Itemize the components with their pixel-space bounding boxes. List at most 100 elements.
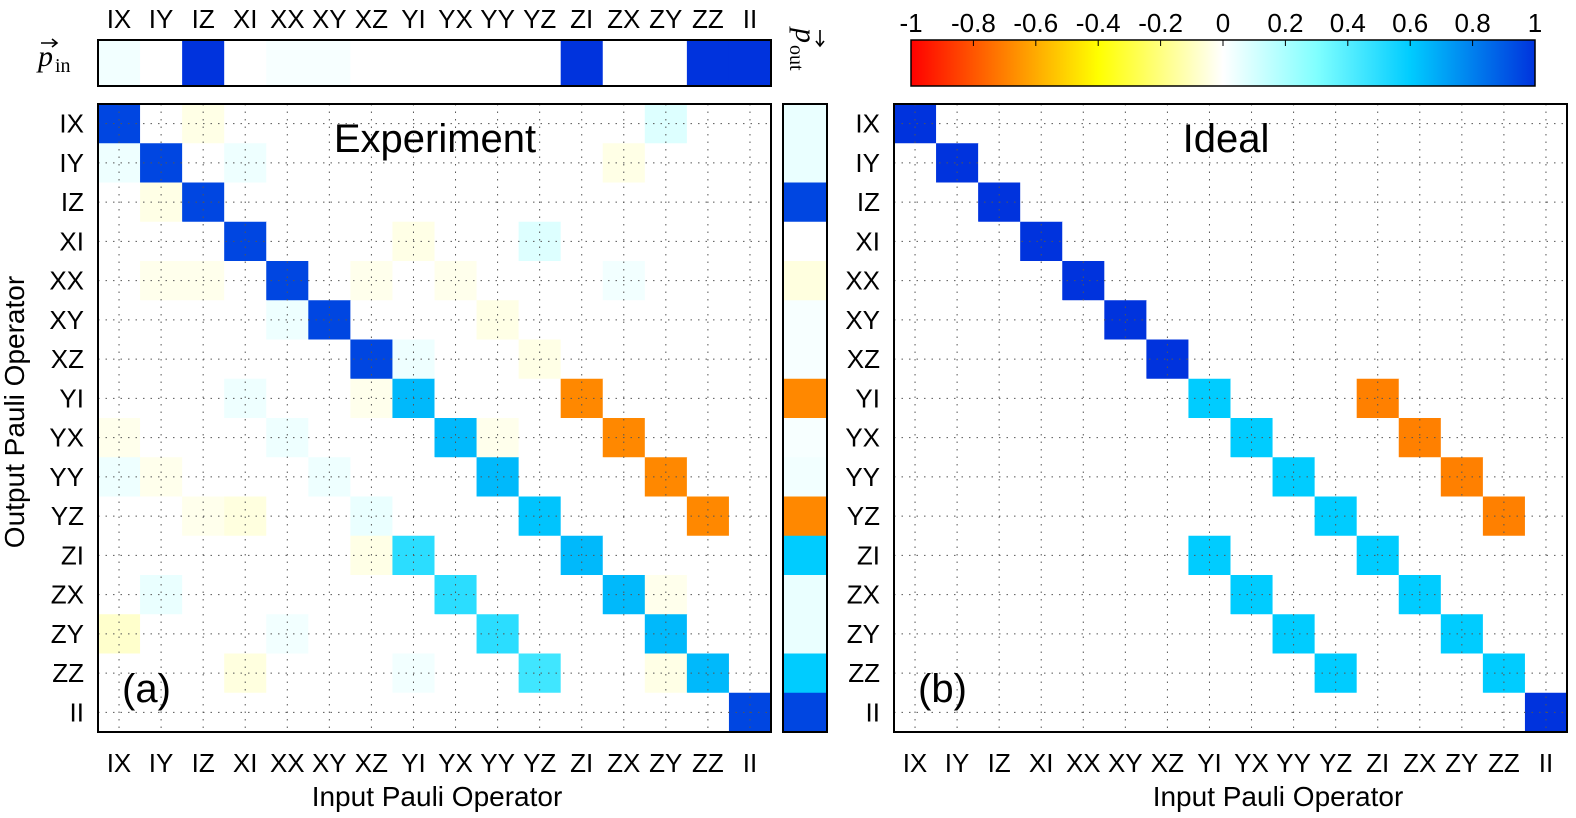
experiment-ytick-ZX: ZX <box>51 580 84 610</box>
panel-experiment-xlabel: Input Pauli Operator <box>312 781 563 812</box>
ideal-cell-ZI-ZY <box>1440 535 1484 576</box>
p-in-cell-YX <box>434 40 478 86</box>
ideal-ytick-ZZ: ZZ <box>848 658 880 688</box>
p-in-tick-IZ: IZ <box>192 4 215 34</box>
ideal-cell-XY-YY <box>1272 300 1316 341</box>
experiment-cell-YY-YY <box>476 457 520 498</box>
experiment-cell-YX-YY <box>476 418 520 458</box>
experiment-cell-YX-YZ <box>518 418 562 458</box>
experiment-cell-ZX-IX <box>98 575 141 615</box>
ideal-cell-XY-ZI <box>1356 300 1400 341</box>
ideal-xtick-YY: YY <box>1276 748 1311 778</box>
ideal-cell-XX-ZZ <box>1482 261 1526 301</box>
ideal-cell-XX-XZ <box>1146 261 1190 301</box>
ideal-cell-IX-YX <box>1230 104 1274 144</box>
p-in-cell-ZY <box>644 40 688 86</box>
experiment-cell-XI-IY <box>140 221 183 262</box>
ideal-cell-YY-XY <box>1104 457 1147 498</box>
experiment-cell-XI-XX <box>266 221 309 262</box>
experiment-cell-YZ-YX <box>434 496 478 537</box>
ideal-cell-XX-XY <box>1104 261 1147 301</box>
ideal-cell-IX-XZ <box>1146 104 1190 144</box>
p-in-tick-ZX: ZX <box>607 4 640 34</box>
p-out-cell-II <box>783 692 827 733</box>
ideal-cell-ZI-ZZ <box>1482 535 1526 576</box>
p-in-cell-ZX <box>602 40 646 86</box>
ideal-cell-YX-IX <box>894 418 937 458</box>
ideal-ytick-XY: XY <box>845 305 880 335</box>
p-out-cell-YI <box>783 378 827 419</box>
ideal-cell-ZX-XY <box>1104 575 1147 615</box>
experiment-xtick-YX: YX <box>438 748 473 778</box>
experiment-cell-ZY-ZY <box>644 614 688 655</box>
p-in-cell-XX <box>266 40 309 86</box>
experiment-cell-XX-IY <box>140 261 183 301</box>
ideal-cell-YZ-XY <box>1104 496 1147 537</box>
experiment-cell-XX-II <box>728 261 772 301</box>
y-axis-label: Output Pauli Operator <box>0 276 30 548</box>
experiment-cell-XX-YY <box>476 261 520 301</box>
ideal-cell-YX-ZZ <box>1482 418 1526 458</box>
experiment-xtick-IY: IY <box>149 748 174 778</box>
ideal-cell-IX-II <box>1524 104 1568 144</box>
experiment-cell-XY-YX <box>434 300 478 341</box>
ideal-cell-YY-YY <box>1272 457 1316 498</box>
p-in-frame <box>97 39 772 87</box>
p-out-arrow <box>815 30 825 48</box>
ideal-cell-XX-ZI <box>1356 261 1400 301</box>
ideal-cell-XI-ZZ <box>1482 221 1526 262</box>
ideal-ytick-YI: YI <box>855 383 880 413</box>
ideal-cell-YX-YY <box>1272 418 1316 458</box>
colorbar-tick-label: 0.8 <box>1455 8 1491 38</box>
ideal-cell-ZI-IY <box>936 535 979 576</box>
p-in-cell-YZ <box>518 40 562 86</box>
panel-experiment-tag: (a) <box>122 667 171 711</box>
experiment-cell-YY-XY <box>308 457 351 498</box>
ideal-cell-XY-XX <box>1062 300 1105 341</box>
experiment-cell-ZX-ZY <box>644 575 688 615</box>
experiment-cell-XY-ZZ <box>686 300 730 341</box>
ideal-cell-XI-IY <box>936 221 979 262</box>
ideal-cell-ZX-YX <box>1230 575 1274 615</box>
ideal-cell-IX-YY <box>1272 104 1316 144</box>
experiment-cell-XY-IX <box>98 300 141 341</box>
ideal-cell-XI-XI <box>1020 221 1063 262</box>
experiment-cell-XI-ZY <box>644 221 688 262</box>
ideal-cell-YX-II <box>1524 418 1568 458</box>
experiment-cell-IX-II <box>728 104 772 144</box>
experiment-cell-ZY-YZ <box>518 614 562 655</box>
experiment-xtick-XX: XX <box>270 748 305 778</box>
panel-ideal-xlabel: Input Pauli Operator <box>1153 781 1404 812</box>
ideal-cell-IX-ZI <box>1356 104 1400 144</box>
experiment-xtick-YZ: YZ <box>523 748 556 778</box>
experiment-cell-ZX-YX <box>434 575 478 615</box>
ideal-cell-XI-ZY <box>1440 221 1484 262</box>
experiment-cell-XI-IX <box>98 221 141 262</box>
ideal-xtick-IY: IY <box>945 748 970 778</box>
p-in-cell-ZI <box>560 40 604 86</box>
experiment-cell-XY-ZY <box>644 300 688 341</box>
experiment-cell-IX-ZI <box>560 104 604 144</box>
ideal-ytick-YX: YX <box>845 423 880 453</box>
ideal-cell-ZY-IX <box>894 614 937 655</box>
p-in-cell-IY <box>140 40 183 86</box>
ideal-cell-XY-XI <box>1020 300 1063 341</box>
ideal-cell-XI-YY <box>1272 221 1316 262</box>
ideal-cell-ZX-IY <box>936 575 979 615</box>
p-in-cell-YY <box>476 40 520 86</box>
experiment-cell-IX-XZ <box>350 104 394 144</box>
experiment-xtick-YY: YY <box>480 748 515 778</box>
ideal-xtick-IZ: IZ <box>988 748 1011 778</box>
experiment-cell-ZX-XX <box>266 575 309 615</box>
experiment-cell-YY-YZ <box>518 457 562 498</box>
p-out-label: pout <box>785 26 822 71</box>
colorbar-tick-label: 0.2 <box>1267 8 1303 38</box>
ideal-cell-YZ-XI <box>1020 496 1063 537</box>
experiment-cell-YZ-XY <box>308 496 351 537</box>
ideal-cell-XI-XX <box>1062 221 1105 262</box>
p-in-cell-XZ <box>350 40 394 86</box>
p-in-tick-ZI: ZI <box>570 4 593 34</box>
ideal-cell-YY-IX <box>894 457 937 498</box>
p-in-cell-ZZ <box>686 40 730 86</box>
colorbar-tick-label: 1 <box>1528 8 1542 38</box>
